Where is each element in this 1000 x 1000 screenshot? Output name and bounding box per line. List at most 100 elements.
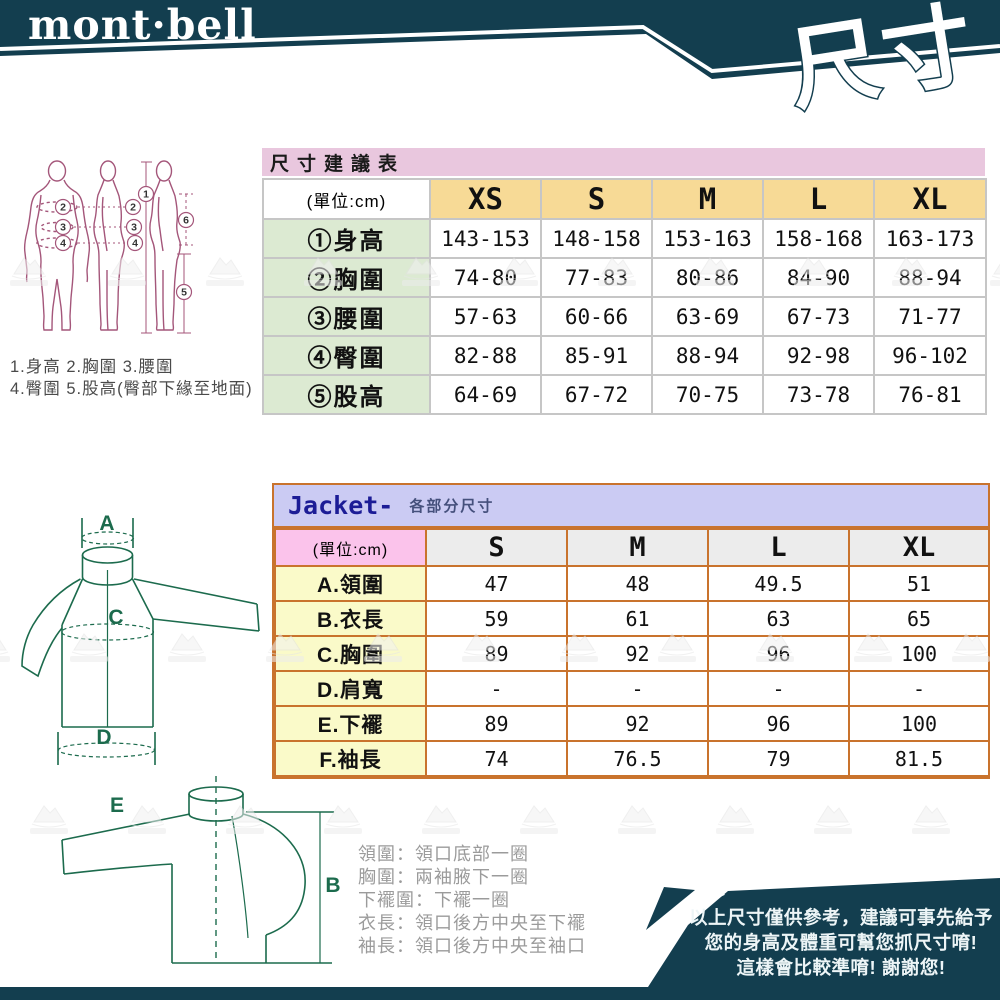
size-value-cell: 96-102: [873, 335, 987, 376]
size-value-cell: -: [425, 670, 568, 707]
row-label: B.衣長: [274, 600, 427, 637]
size-value-cell: -: [707, 670, 850, 707]
row-label: ②胸圍: [262, 257, 431, 298]
row-label: E.下襬: [274, 705, 427, 742]
size-value-cell: 88-94: [651, 335, 764, 376]
size-column-header: S: [540, 178, 653, 220]
body-figures-diagram: 2 3 4 2 3 4 1 6 5: [23, 160, 195, 334]
size-value-cell: 92: [566, 705, 709, 742]
size-value-cell: 59: [425, 600, 568, 637]
size-value-cell: 61: [566, 600, 709, 637]
marker-waist2-icon: 3: [131, 222, 137, 234]
size-value-cell: 89: [425, 635, 568, 672]
footer-note-line1: 以上尺寸僅供參考，建議可事先給予: [688, 907, 993, 928]
size-column-header: XS: [429, 178, 542, 220]
size-value-cell: 77-83: [540, 257, 653, 298]
watermark-icon: [989, 257, 1000, 287]
size-value-cell: 48: [566, 565, 709, 602]
footer-fold: [646, 887, 695, 930]
size-value-cell: 49.5: [707, 565, 850, 602]
watermark-icon: [715, 805, 755, 835]
figure-caption-line2: 4.臀圍 5.股高(臀部下緣至地面): [10, 380, 253, 398]
size-value-cell: 65: [848, 600, 990, 637]
table-row: ③腰圍 57-63 60-66 63-69 67-73 71-77: [262, 296, 987, 337]
marker-height-icon: 1: [143, 189, 149, 201]
size-value-cell: 74-80: [429, 257, 542, 298]
row-label: ⑤股高: [262, 374, 431, 415]
footer-note-line3: 這樣會比較準唷! 謝謝您!: [736, 957, 946, 978]
size-column-header: M: [651, 178, 764, 220]
row-label: ①身高: [262, 218, 431, 259]
figure-connector-lines: [74, 206, 127, 244]
size-column-header: L: [707, 528, 850, 567]
label-length: B: [325, 874, 340, 897]
size-value-cell: 79: [707, 740, 850, 777]
label-collar: A: [99, 512, 114, 535]
size-table-section: 尺寸建議表 (單位:cm) XS S M L XL ①身高 143-153 148-158 15…: [262, 148, 987, 415]
size-value-cell: 143-153: [429, 218, 542, 259]
figure-front: [23, 160, 91, 331]
row-label: C.胸圍: [274, 635, 427, 672]
size-value-cell: 92: [566, 635, 709, 672]
table-row: ①身高 143-153 148-158 153-163 158-168 163-173: [262, 218, 987, 259]
size-value-cell: 100: [848, 635, 990, 672]
note-hem: 下襬圍：下襬一圈: [358, 890, 510, 910]
table-row: ②胸圍 74-80 77-83 80-86 84-90 88-94: [262, 257, 987, 298]
top-banner: 尺寸: [0, 0, 1000, 124]
banner-stripe: [0, 24, 1000, 74]
size-value-cell: 47: [425, 565, 568, 602]
note-chest: 胸圍：兩袖腋下一圈: [358, 867, 529, 887]
jacket-table-title: Jacket-: [288, 491, 394, 520]
marker-torso-icon: 6: [183, 215, 189, 227]
size-value-cell: 84-90: [762, 257, 875, 298]
size-value-cell: 89: [425, 705, 568, 742]
size-value-cell: 153-163: [651, 218, 764, 259]
jacket-table: (單位:cm) S M L XL A.領圍 47 48 49.5 51 B.衣長 59 61 63 65 C…: [274, 528, 990, 777]
jacket-front-outline: [21, 518, 260, 765]
size-value-cell: 76.5: [566, 740, 709, 777]
size-table-header-row: (單位:cm) XS S M L XL: [262, 178, 987, 220]
size-value-cell: 81.5: [848, 740, 990, 777]
size-value-cell: 73-78: [762, 374, 875, 415]
figure-side: [93, 160, 125, 331]
size-value-cell: 64-69: [429, 374, 542, 415]
row-label: ③腰圍: [262, 296, 431, 337]
unit-label-cell: (單位:cm): [262, 178, 431, 220]
watermark-icon: [519, 805, 559, 835]
size-column-header: XL: [873, 178, 987, 220]
size-column-header: L: [762, 178, 875, 220]
label-chest: C: [108, 606, 123, 629]
size-value-cell: 63: [707, 600, 850, 637]
size-column-header: M: [566, 528, 709, 567]
size-value-cell: -: [566, 670, 709, 707]
size-value-cell: 92-98: [762, 335, 875, 376]
size-value-cell: 67-73: [762, 296, 875, 337]
measure-notes: 領圍：領口底部一圈 胸圍：兩袖腋下一圈 下襬圍：下襬一圈 衣長：領口後方中央至下…: [358, 843, 586, 958]
jacket-table-title-band: Jacket- 各部分尺寸: [274, 485, 988, 528]
size-value-cell: 60-66: [540, 296, 653, 337]
size-value-cell: -: [848, 670, 990, 707]
footer-note: 以上尺寸僅供參考，建議可事先給予 您的身高及體重可幫您抓尺寸唷! 這樣會比較準唷…: [688, 905, 994, 980]
note-sleeve: 袖長：領口後方中央至袖口: [358, 936, 586, 956]
size-value-cell: 85-91: [540, 335, 653, 376]
row-label: F.袖長: [274, 740, 427, 777]
figure-side-measured: [149, 160, 181, 331]
marker-hip2-icon: 4: [132, 238, 138, 250]
size-value-cell: 63-69: [651, 296, 764, 337]
table-row: C.胸圍 89 92 96 100: [274, 635, 990, 672]
marker-bust2-icon: 2: [130, 202, 136, 214]
size-value-cell: 71-77: [873, 296, 987, 337]
figure-marker-badges: 2 3 4 2 3 4 1 6 5: [54, 185, 195, 301]
size-badge: 尺寸: [782, 0, 983, 122]
watermark-icon: [813, 805, 853, 835]
marker-bust-icon: 2: [60, 202, 66, 214]
label-hem: D: [96, 726, 111, 749]
footer-banner: [0, 878, 1000, 1000]
size-table: (單位:cm) XS S M L XL ①身高 143-153 148-158 153-163 1…: [262, 178, 987, 415]
marker-hip-icon: 4: [60, 238, 66, 250]
banner-shape: [0, 0, 1000, 79]
jacket-table-subtitle: 各部分尺寸: [409, 498, 495, 515]
table-row: ⑤股高 64-69 67-72 70-75 73-78 76-81: [262, 374, 987, 415]
footer-shape: [0, 878, 1000, 1000]
row-label: ④臀圍: [262, 335, 431, 376]
